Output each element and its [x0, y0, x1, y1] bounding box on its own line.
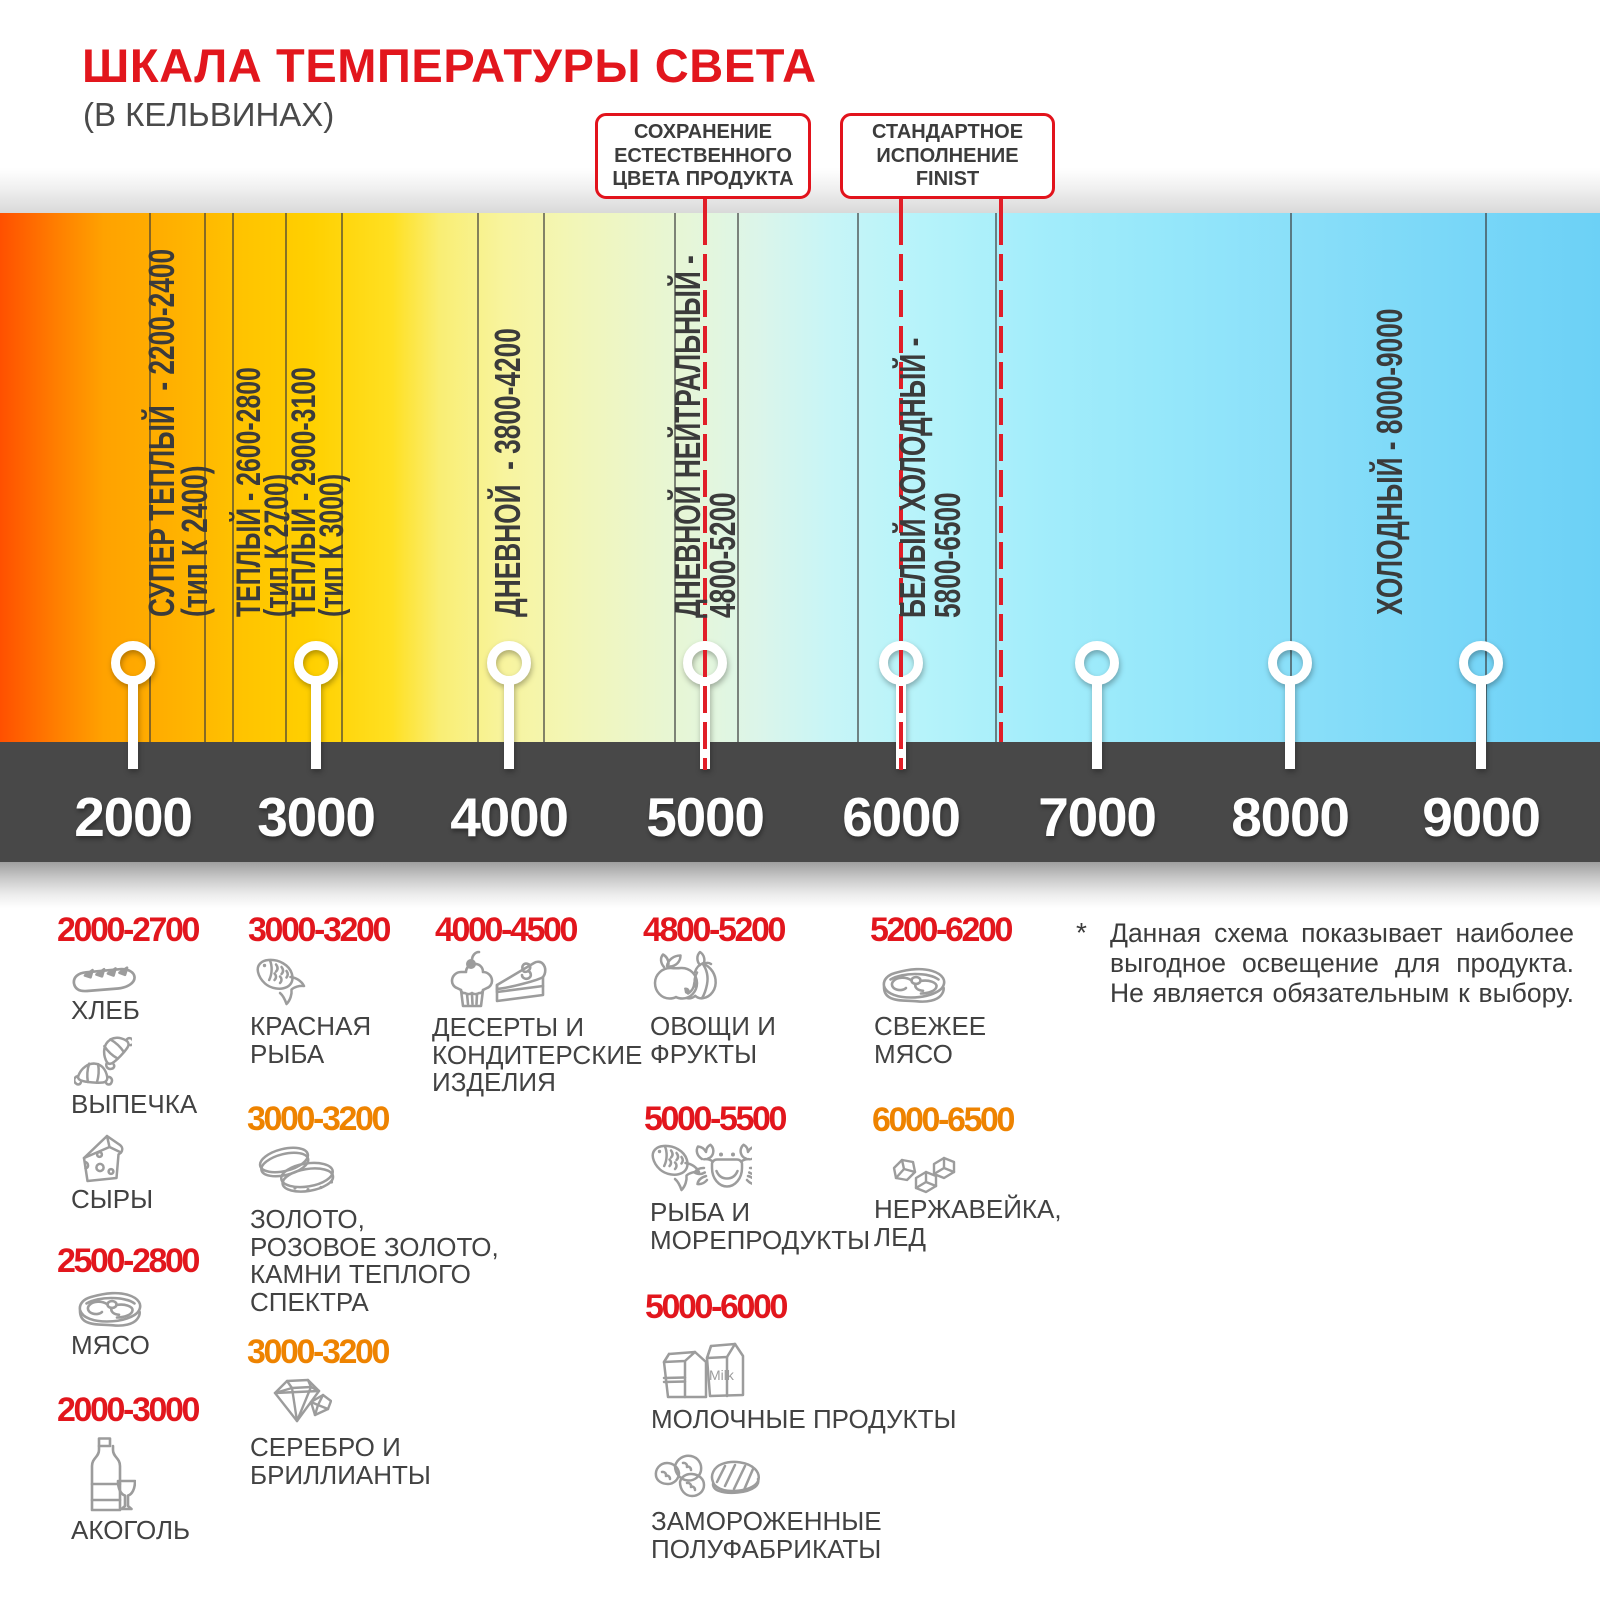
svg-text:Milk: Milk — [709, 1367, 735, 1383]
